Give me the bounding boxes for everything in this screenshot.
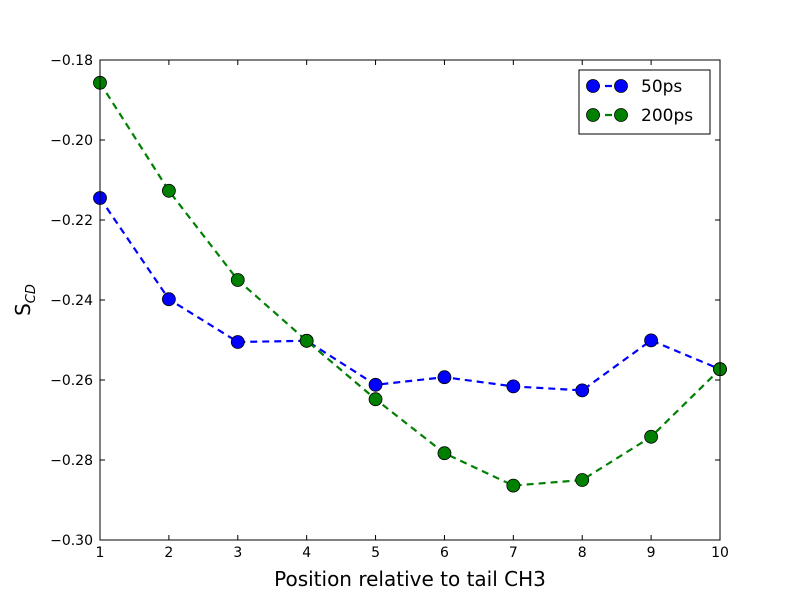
y-tick-label: −0.22 — [50, 213, 93, 229]
data-point-50ps-3 — [230, 335, 245, 349]
legend-box — [578, 69, 711, 135]
legend-marker — [586, 108, 600, 122]
y-axis-label-main: S — [11, 303, 35, 316]
legend-marker — [586, 79, 600, 93]
x-tick-label: 6 — [440, 545, 449, 561]
y-tick-label: −0.26 — [50, 373, 93, 389]
x-tick-label: 7 — [509, 545, 518, 561]
legend-marker — [614, 79, 628, 93]
x-tick-label: 3 — [233, 545, 242, 561]
data-point-50ps-8 — [575, 383, 590, 398]
y-tick-label: −0.30 — [50, 533, 93, 549]
tick-layer: 1 2 3 4 5 6 7 8 9 10 −0.30 −0.28 −0.26 −0.24 −0.22 −0.2… — [50, 53, 729, 561]
x-tick-label: 1 — [96, 545, 105, 561]
data-point-200ps-3 — [230, 273, 245, 287]
y-tick-label: −0.18 — [50, 53, 93, 69]
y-tick-label: −0.28 — [50, 453, 93, 469]
data-point-200ps-2 — [161, 183, 176, 198]
legend-marker — [614, 108, 628, 122]
x-tick-label: 8 — [578, 545, 587, 561]
series-line-50ps — [99, 197, 721, 392]
series-50ps — [93, 191, 727, 398]
x-tick-label: 10 — [711, 545, 729, 561]
y-axis-label: SCD — [11, 284, 39, 316]
data-point-200ps-6 — [437, 446, 452, 461]
data-point-50ps-2 — [161, 292, 176, 307]
x-axis-label: Position relative to tail CH3 — [274, 567, 546, 591]
series-200ps — [93, 75, 727, 493]
data-point-200ps-4 — [299, 333, 314, 348]
legend-item-50ps: 50ps — [586, 77, 682, 97]
data-point-200ps-8 — [575, 473, 590, 487]
data-point-50ps-7 — [506, 379, 521, 394]
legend-label: 50ps — [641, 77, 682, 97]
y-tick-label: −0.24 — [50, 293, 93, 309]
data-point-50ps-9 — [644, 333, 659, 348]
series-line-200ps — [99, 82, 721, 487]
y-axis-label-subscript: CD — [24, 284, 39, 303]
legend-label: 200ps — [641, 106, 693, 126]
x-tick-label: 2 — [164, 545, 173, 561]
legend: 50ps 200ps — [578, 69, 711, 135]
x-tick-label: 9 — [647, 545, 656, 561]
data-point-200ps-9 — [644, 429, 659, 444]
plot-layer — [93, 75, 727, 493]
data-point-50ps-5 — [368, 377, 383, 392]
legend-item-200ps: 200ps — [586, 106, 693, 126]
data-point-200ps-5 — [368, 392, 383, 407]
y-tick-label: −0.20 — [50, 133, 93, 149]
data-point-50ps-6 — [437, 370, 452, 385]
x-tick-label: 4 — [302, 545, 311, 561]
x-tick-label: 5 — [371, 545, 380, 561]
data-point-200ps-7 — [506, 478, 521, 493]
